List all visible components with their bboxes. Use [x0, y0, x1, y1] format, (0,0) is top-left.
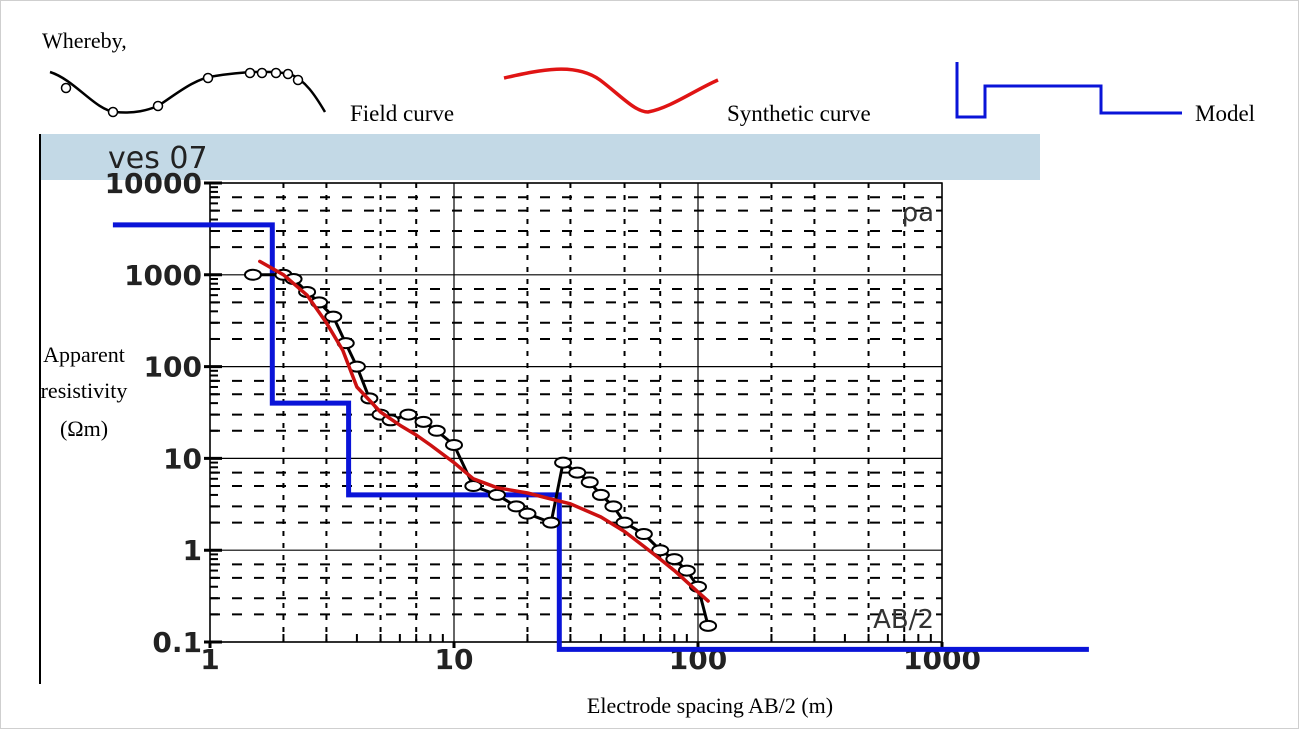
grid [209, 182, 943, 643]
y-axis-tag: ρa [902, 198, 934, 228]
legend-field-marker [282, 68, 294, 80]
field-point [568, 466, 587, 479]
field-point [518, 507, 537, 520]
field-point [445, 438, 463, 451]
legend-field-marker [244, 67, 256, 79]
field-point [542, 516, 561, 529]
legend-field-marker [256, 67, 268, 79]
legend-field-marker [270, 67, 282, 79]
legend-intro: Whereby, [42, 28, 127, 53]
field-point [615, 516, 634, 529]
field-point [399, 408, 418, 421]
field-point [427, 424, 446, 437]
y-axis-label: Apparent resistivity (Ωm) [41, 342, 128, 441]
field-point [243, 268, 262, 281]
field-point [604, 500, 623, 513]
y-label-line: resistivity [41, 378, 128, 403]
field-point [554, 456, 573, 469]
field-point [677, 564, 696, 577]
y-tick-label: 100 [144, 351, 202, 384]
title-band [40, 134, 1040, 180]
field-point [464, 480, 483, 493]
field-point [487, 488, 506, 501]
legend-field-label: Field curve [350, 101, 454, 126]
field-point [414, 415, 433, 428]
field-point [651, 544, 670, 557]
field-point [699, 619, 718, 632]
y-label-line: (Ωm) [60, 416, 108, 441]
field-point [507, 500, 526, 513]
y-tick-label: 1 [183, 534, 202, 567]
field-point [580, 476, 599, 489]
legend-field-swatch [49, 67, 327, 118]
legend-model-label: Model [1195, 101, 1255, 126]
field-point [634, 528, 653, 541]
x-axis-tag: AB/2 [873, 605, 934, 635]
series-field [243, 268, 718, 632]
model-line [112, 222, 1089, 652]
legend-field-marker [60, 82, 72, 94]
field-point [665, 553, 684, 566]
series-model [112, 222, 1089, 652]
series-synthetic [258, 259, 710, 603]
field-point [591, 488, 610, 501]
y-tick-label: 0.1 [152, 626, 202, 659]
chart-title: ves 07 [108, 141, 208, 176]
y-tick-label: 1000 [124, 259, 202, 292]
field-point [324, 310, 343, 323]
legend: Whereby, Field curve Synthetic curve Mod… [42, 28, 1255, 126]
x-tick-label: 1 [200, 643, 219, 676]
y-tick-label: 10 [163, 442, 202, 475]
y-axis-ticks: 0.1 1 10 100 1000 10000 [105, 167, 222, 659]
legend-synthetic-label: Synthetic curve [727, 101, 871, 126]
legend-model-swatch [955, 62, 1182, 119]
y-tick-label: 10000 [105, 167, 202, 200]
legend-field-marker [292, 74, 304, 86]
legend-field-marker [107, 106, 119, 118]
synthetic-line [258, 259, 710, 603]
x-tick-label: 10 [435, 643, 474, 676]
plot-area [209, 182, 943, 643]
legend-field-marker [152, 100, 164, 112]
x-axis-label: Electrode spacing AB/2 (m) [587, 693, 833, 718]
legend-field-marker [202, 72, 214, 84]
legend-synthetic-swatch [503, 67, 719, 114]
y-label-line: Apparent [43, 342, 125, 367]
